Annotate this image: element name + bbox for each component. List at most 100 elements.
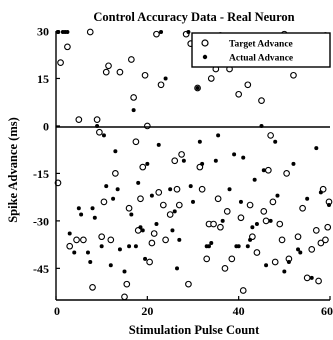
target-advance-point [312, 227, 320, 234]
actual-advance-point [200, 161, 205, 166]
target-advance-point [185, 280, 192, 288]
target-advance-point [262, 217, 270, 225]
target-advance-point [98, 233, 106, 241]
target-advance-point [105, 62, 112, 70]
target-advance-point [64, 43, 71, 51]
actual-advance-point [327, 203, 331, 208]
actual-advance-point [318, 190, 323, 195]
target-advance-point [269, 198, 277, 206]
actual-advance-point [136, 180, 141, 185]
actual-advance-point [252, 177, 257, 182]
actual-advance-point [138, 225, 143, 230]
actual-advance-point [90, 206, 95, 211]
actual-advance-point [76, 206, 81, 211]
actual-advance-point [286, 260, 291, 265]
actual-advance-point [172, 209, 177, 214]
actual-advance-point [88, 260, 93, 265]
y-tick-label: 15 [37, 72, 49, 86]
target-advance-point [93, 116, 101, 123]
target-advance-point [128, 56, 135, 63]
target-advance-point [102, 68, 110, 76]
target-advance-point [221, 265, 229, 272]
target-advance-point [315, 277, 322, 285]
target-advance-point [96, 128, 103, 136]
actual-advance-point [216, 133, 221, 138]
actual-advance-point [209, 241, 214, 246]
actual-advance-point [99, 244, 104, 249]
target-advance-point [322, 236, 329, 244]
actual-advance-point [195, 85, 200, 90]
actual-advance-point [248, 237, 253, 242]
target-advance-point [100, 198, 108, 206]
actual-advance-point [186, 30, 191, 34]
actual-advance-point [250, 225, 255, 230]
target-advance-point [175, 201, 183, 209]
target-advance-point [75, 116, 83, 123]
target-advance-point [141, 71, 149, 79]
target-advance-point [89, 283, 96, 291]
actual-advance-point [273, 139, 278, 144]
actual-advance-point [133, 244, 138, 249]
actual-advance-point [232, 152, 237, 157]
target-advance-point [276, 220, 284, 228]
target-advance-point [173, 185, 181, 193]
x-tick-label: 40 [233, 304, 245, 318]
target-advance-point [166, 211, 174, 218]
target-advance-point [116, 68, 124, 76]
target-advance-point [290, 71, 297, 79]
y-tick-label: -30 [33, 214, 49, 228]
target-advance-point [244, 81, 252, 89]
target-advance-point [303, 274, 311, 282]
target-advance-point [86, 28, 94, 36]
target-advance-point [210, 220, 217, 228]
actual-advance-point [129, 212, 134, 217]
target-advance-point [57, 59, 64, 66]
target-advance-point [308, 246, 316, 253]
actual-advance-point [127, 244, 132, 249]
actual-advance-point [309, 275, 314, 280]
actual-advance-point [264, 263, 269, 268]
target-advance-point [143, 122, 151, 130]
target-advance-point [178, 151, 185, 158]
legend-marker-target [201, 39, 209, 47]
actual-advance-point [227, 187, 232, 192]
target-advance-point [130, 94, 137, 101]
target-advance-point [239, 287, 247, 294]
legend-label-target: Target Advance [229, 40, 293, 50]
actual-advance-point [175, 266, 180, 271]
actual-advance-point [296, 247, 301, 252]
actual-advance-point [238, 199, 243, 204]
actual-advance-point [245, 244, 250, 249]
target-advance-point [121, 293, 128, 301]
actual-advance-point [314, 146, 319, 151]
plot-area [54, 28, 333, 301]
target-advance-point [80, 236, 87, 244]
actual-advance-point [291, 161, 296, 166]
actual-advance-point [85, 250, 90, 255]
actual-advance-point [220, 218, 225, 223]
actual-advance-point [108, 263, 113, 268]
target-advance-point [223, 208, 231, 215]
actual-advance-point [111, 196, 116, 201]
y-tick-label: -15 [33, 167, 49, 181]
legend-label-actual: Actual Advance [229, 54, 293, 64]
actual-advance-point [275, 193, 280, 198]
target-advance-point [258, 97, 265, 104]
actual-advance-point [268, 218, 273, 223]
y-tick-label: -45 [33, 262, 49, 276]
actual-advance-point [79, 212, 84, 217]
actual-advance-point [72, 250, 77, 255]
actual-advance-point [113, 149, 118, 154]
actual-advance-point [140, 228, 145, 233]
actual-advance-point [145, 161, 150, 166]
actual-advance-point [168, 187, 173, 192]
target-advance-point [148, 239, 156, 247]
legend-box [191, 32, 331, 68]
target-advance-point [207, 75, 215, 82]
y-tick-label: 30 [37, 25, 49, 39]
target-advance-point [153, 30, 160, 38]
target-advance-point [324, 223, 332, 231]
target-advance-point [260, 208, 268, 215]
target-advance-point [228, 255, 236, 263]
